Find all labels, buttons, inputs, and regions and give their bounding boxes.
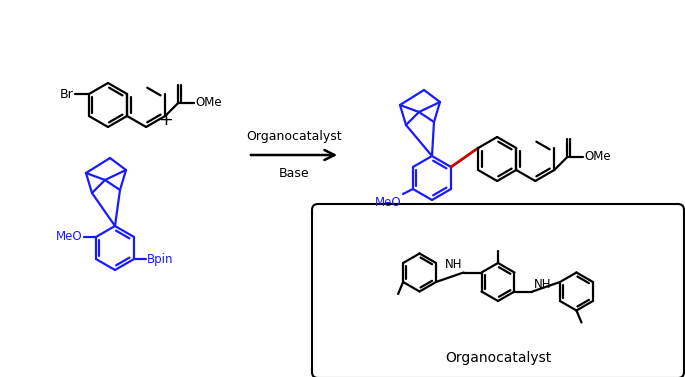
Text: MeO: MeO	[56, 230, 83, 244]
Text: Br: Br	[60, 87, 74, 101]
Text: OMe: OMe	[195, 97, 222, 109]
Text: +: +	[159, 111, 173, 129]
FancyBboxPatch shape	[312, 204, 684, 377]
Text: Bpin: Bpin	[147, 253, 173, 265]
Text: NH: NH	[534, 277, 551, 291]
Text: NH: NH	[445, 259, 462, 271]
Text: Organocatalyst: Organocatalyst	[246, 130, 342, 143]
Text: Base: Base	[279, 167, 310, 180]
Text: Organocatalyst: Organocatalyst	[445, 351, 551, 365]
Text: MeO: MeO	[375, 196, 402, 209]
Text: OMe: OMe	[584, 150, 611, 164]
